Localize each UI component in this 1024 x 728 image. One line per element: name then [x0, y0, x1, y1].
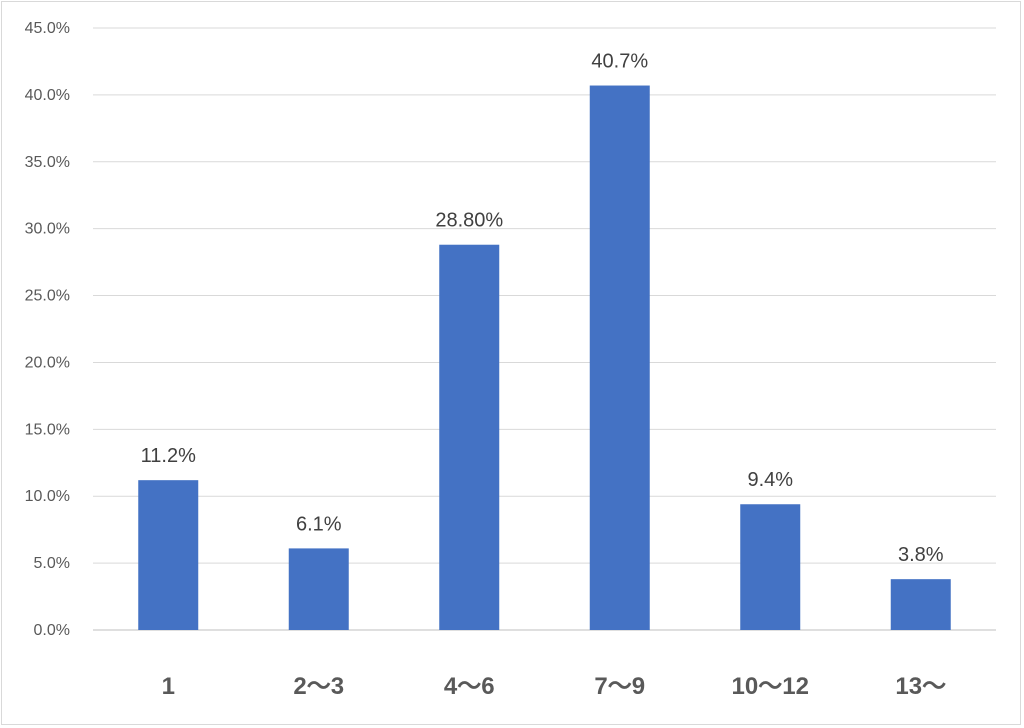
- bar: [589, 85, 650, 631]
- y-tick-label: 25.0%: [25, 288, 70, 305]
- bar: [740, 504, 801, 630]
- data-labels: 11.2% 6.1% 28.80% 40.7% 9.4% 3.8%: [141, 51, 944, 567]
- y-tick-label: 35.0%: [25, 154, 70, 171]
- data-label: 11.2%: [141, 445, 196, 467]
- bar: [288, 548, 349, 630]
- y-tick-label: 15.0%: [25, 421, 70, 438]
- y-tick-label: 40.0%: [25, 87, 70, 104]
- x-tick-label: 13〜: [895, 673, 946, 700]
- x-axis-ticks: 1 2〜3 4〜6 7〜9 10〜12 13〜: [162, 673, 947, 700]
- bar: [439, 244, 500, 630]
- x-tick-label: 7〜9: [594, 673, 645, 700]
- x-tick-label: 1: [162, 673, 175, 700]
- data-label: 9.4%: [747, 469, 793, 491]
- bar: [138, 480, 199, 630]
- x-tick-label: 10〜12: [732, 673, 809, 700]
- bar: [890, 579, 951, 630]
- data-label: 3.8%: [898, 544, 944, 566]
- x-tick-label: 2〜3: [293, 673, 344, 700]
- y-tick-label: 30.0%: [25, 221, 70, 238]
- y-tick-label: 10.0%: [25, 488, 70, 505]
- y-tick-label: 0.0%: [34, 622, 70, 639]
- data-label: 40.7%: [591, 51, 648, 73]
- bars: [138, 85, 951, 631]
- x-tick-label: 4〜6: [444, 673, 495, 700]
- y-tick-label: 45.0%: [25, 20, 70, 37]
- data-label: 28.80%: [435, 210, 503, 232]
- data-label: 6.1%: [296, 513, 342, 535]
- grid-lines: [93, 27, 996, 631]
- y-tick-label: 20.0%: [25, 354, 70, 371]
- y-axis-ticks: 0.0% 5.0% 10.0% 15.0% 20.0% 25.0% 30.0% 35.0% 40…: [25, 20, 70, 639]
- y-tick-label: 5.0%: [34, 555, 70, 572]
